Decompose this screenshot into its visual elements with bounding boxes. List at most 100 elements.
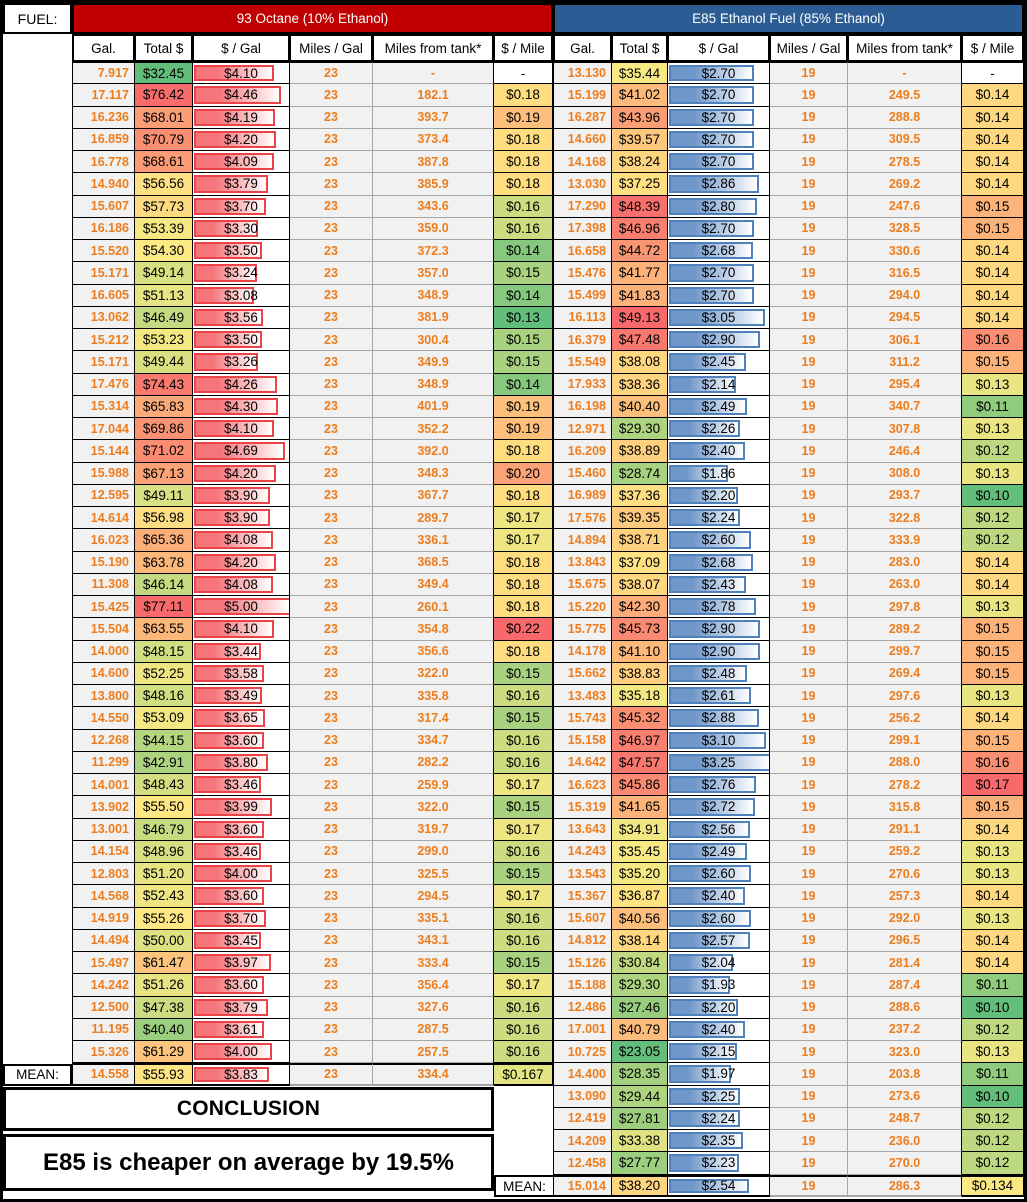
data-bar xyxy=(669,509,740,527)
cell-price-per-mile: $0.14 xyxy=(962,885,1024,908)
cell-miles-from-tank: 319.7 xyxy=(373,818,494,841)
cell-price-per-mile: $0.14 xyxy=(962,173,1024,196)
table-row: 16.186 $53.39 $3.30 23 359.0 $0.16 xyxy=(72,217,553,240)
cell-total-dollars: $30.84 xyxy=(612,952,668,975)
cell-total-dollars: $69.86 xyxy=(135,418,193,441)
cell-gallons: 15.171 xyxy=(72,351,135,374)
data-bar xyxy=(669,197,758,215)
table-row: 11.308 $46.14 $4.08 23 349.4 $0.18 xyxy=(72,573,553,596)
cell-miles-from-tank: 282.2 xyxy=(373,751,494,774)
cell-price-per-gallon: $3.90 xyxy=(193,507,290,530)
cell-price-per-mile: $0.16 xyxy=(494,685,553,708)
data-bar xyxy=(194,531,274,549)
cell-gallons: 14.154 xyxy=(72,840,135,863)
table-row: 16.658 $44.72 $2.68 19 330.6 $0.14 xyxy=(553,240,1024,263)
cell-gallons: 17.290 xyxy=(553,195,612,218)
cell-miles-from-tank: 270.0 xyxy=(848,1152,962,1175)
cell-total-dollars: $40.40 xyxy=(135,1018,193,1041)
cell-miles-per-gallon: 19 xyxy=(770,84,848,107)
cell-miles-per-gallon: 23 xyxy=(290,707,373,730)
cell-price-per-gallon: $2.88 xyxy=(668,707,770,730)
cell-miles-per-gallon: 23 xyxy=(290,529,373,552)
cell-miles-per-gallon: 23 xyxy=(290,106,373,129)
cell-total-dollars: $28.35 xyxy=(612,1063,668,1086)
cell-price-per-gallon: $2.70 xyxy=(668,284,770,307)
cell-total-dollars: $55.93 xyxy=(135,1063,193,1086)
cell-price-per-mile: $0.15 xyxy=(494,796,553,819)
data-bar xyxy=(194,1020,265,1038)
cell-price-per-gallon: $3.44 xyxy=(193,640,290,663)
table-row: 7.917 $32.45 $4.10 23- - xyxy=(72,62,553,85)
data-bar xyxy=(669,286,754,304)
table-row: 11.195 $40.40 $3.61 23 287.5 $0.16 xyxy=(72,1018,553,1041)
column-header-price-per-mile: $ / Mile xyxy=(494,34,553,62)
cell-miles-per-gallon: 23 xyxy=(290,996,373,1019)
cell-miles-per-gallon: 19 xyxy=(770,1130,848,1153)
cell-total-dollars: $38.14 xyxy=(612,929,668,952)
table-row: 14.154 $48.96 $3.46 23 299.0 $0.16 xyxy=(72,840,553,863)
cell-total-dollars: $63.55 xyxy=(135,618,193,641)
cell-total-dollars: $48.43 xyxy=(135,774,193,797)
cell-price-per-gallon: $2.76 xyxy=(668,774,770,797)
cell-miles-per-gallon: 19 xyxy=(770,1041,848,1064)
data-bar xyxy=(669,887,745,905)
table-row: 15.319 $41.65 $2.72 19 315.8 $0.15 xyxy=(553,796,1024,819)
cell-miles-from-tank: 333.9 xyxy=(848,529,962,552)
cell-miles-from-tank: 372.3 xyxy=(373,240,494,263)
cell-gallons: 14.242 xyxy=(72,974,135,997)
cell-gallons: 13.090 xyxy=(553,1085,612,1108)
cell-gallons: 15.425 xyxy=(72,596,135,619)
cell-price-per-gallon: $2.70 xyxy=(668,262,770,285)
cell-gallons: 14.940 xyxy=(72,173,135,196)
cell-price-per-mile: $0.16 xyxy=(494,217,553,240)
cell-miles-per-gallon: 23 xyxy=(290,751,373,774)
cell-gallons: 15.607 xyxy=(553,907,612,930)
cell-price-per-mile: $0.16 xyxy=(494,751,553,774)
cell-miles-per-gallon: 19 xyxy=(770,863,848,886)
cell-miles-per-gallon: 23 xyxy=(290,974,373,997)
cell-miles-from-tank: 322.0 xyxy=(373,796,494,819)
column-header-miles-per-gallon: Miles / Gal xyxy=(770,34,848,62)
cell-price-per-mile: $0.16 xyxy=(494,840,553,863)
data-bar xyxy=(669,1065,732,1083)
cell-gallons: 15.988 xyxy=(72,462,135,485)
cell-miles-per-gallon: 23 xyxy=(290,240,373,263)
data-bar xyxy=(669,375,737,393)
cell-price-per-mile: $0.14 xyxy=(962,929,1024,952)
cell-total-dollars: $40.56 xyxy=(612,907,668,930)
cell-price-per-mile: $0.14 xyxy=(962,128,1024,151)
cell-gallons: 15.158 xyxy=(553,729,612,752)
cell-gallons: 14.494 xyxy=(72,929,135,952)
cell-total-dollars: $42.91 xyxy=(135,751,193,774)
cell-miles-per-gallon: 23 xyxy=(290,128,373,151)
data-bar xyxy=(194,286,255,304)
cell-miles-from-tank: 308.0 xyxy=(848,462,962,485)
cell-price-per-gallon: $2.24 xyxy=(668,1107,770,1130)
cell-miles-from-tank: 289.2 xyxy=(848,618,962,641)
cell-total-dollars: $39.35 xyxy=(612,507,668,530)
cell-price-per-mile: $0.13 xyxy=(962,373,1024,396)
cell-miles-per-gallon: 19 xyxy=(770,618,848,641)
cell-price-per-mile: $0.18 xyxy=(494,151,553,174)
table-row: 12.419 $27.81 $2.24 19 248.7 $0.12 xyxy=(553,1107,1024,1130)
cell-miles-from-tank: 273.6 xyxy=(848,1085,962,1108)
cell-gallons: 16.778 xyxy=(72,151,135,174)
column-header-miles-per-gallon: Miles / Gal xyxy=(290,34,373,62)
cell-miles-from-tank: 392.0 xyxy=(373,440,494,463)
cell-miles-per-gallon: 23 xyxy=(290,84,373,107)
cell-miles-per-gallon: 23 xyxy=(290,640,373,663)
cell-total-dollars: $49.11 xyxy=(135,484,193,507)
cell-gallons: 16.236 xyxy=(72,106,135,129)
cell-total-dollars: $35.44 xyxy=(612,62,668,85)
table-row: 16.623 $45.86 $2.76 19 278.2 $0.17 xyxy=(553,774,1024,797)
cell-price-per-mile: $0.14 xyxy=(962,551,1024,574)
cell-price-per-mile: $0.19 xyxy=(494,106,553,129)
cell-price-per-mile: $0.16 xyxy=(494,1018,553,1041)
table-row: 13.902 $55.50 $3.99 23 322.0 $0.15 xyxy=(72,796,553,819)
table-row: 17.476 $74.43 $4.26 23 348.9 $0.14 xyxy=(72,373,553,396)
cell-miles-per-gallon: 19 xyxy=(770,996,848,1019)
conclusion-heading-box: CONCLUSION xyxy=(3,1087,494,1131)
cell-miles-per-gallon: 19 xyxy=(770,418,848,441)
cell-gallons: 15.549 xyxy=(553,351,612,374)
table-row: 15.188 $29.30 $1.93 19 287.4 $0.11 xyxy=(553,974,1024,997)
